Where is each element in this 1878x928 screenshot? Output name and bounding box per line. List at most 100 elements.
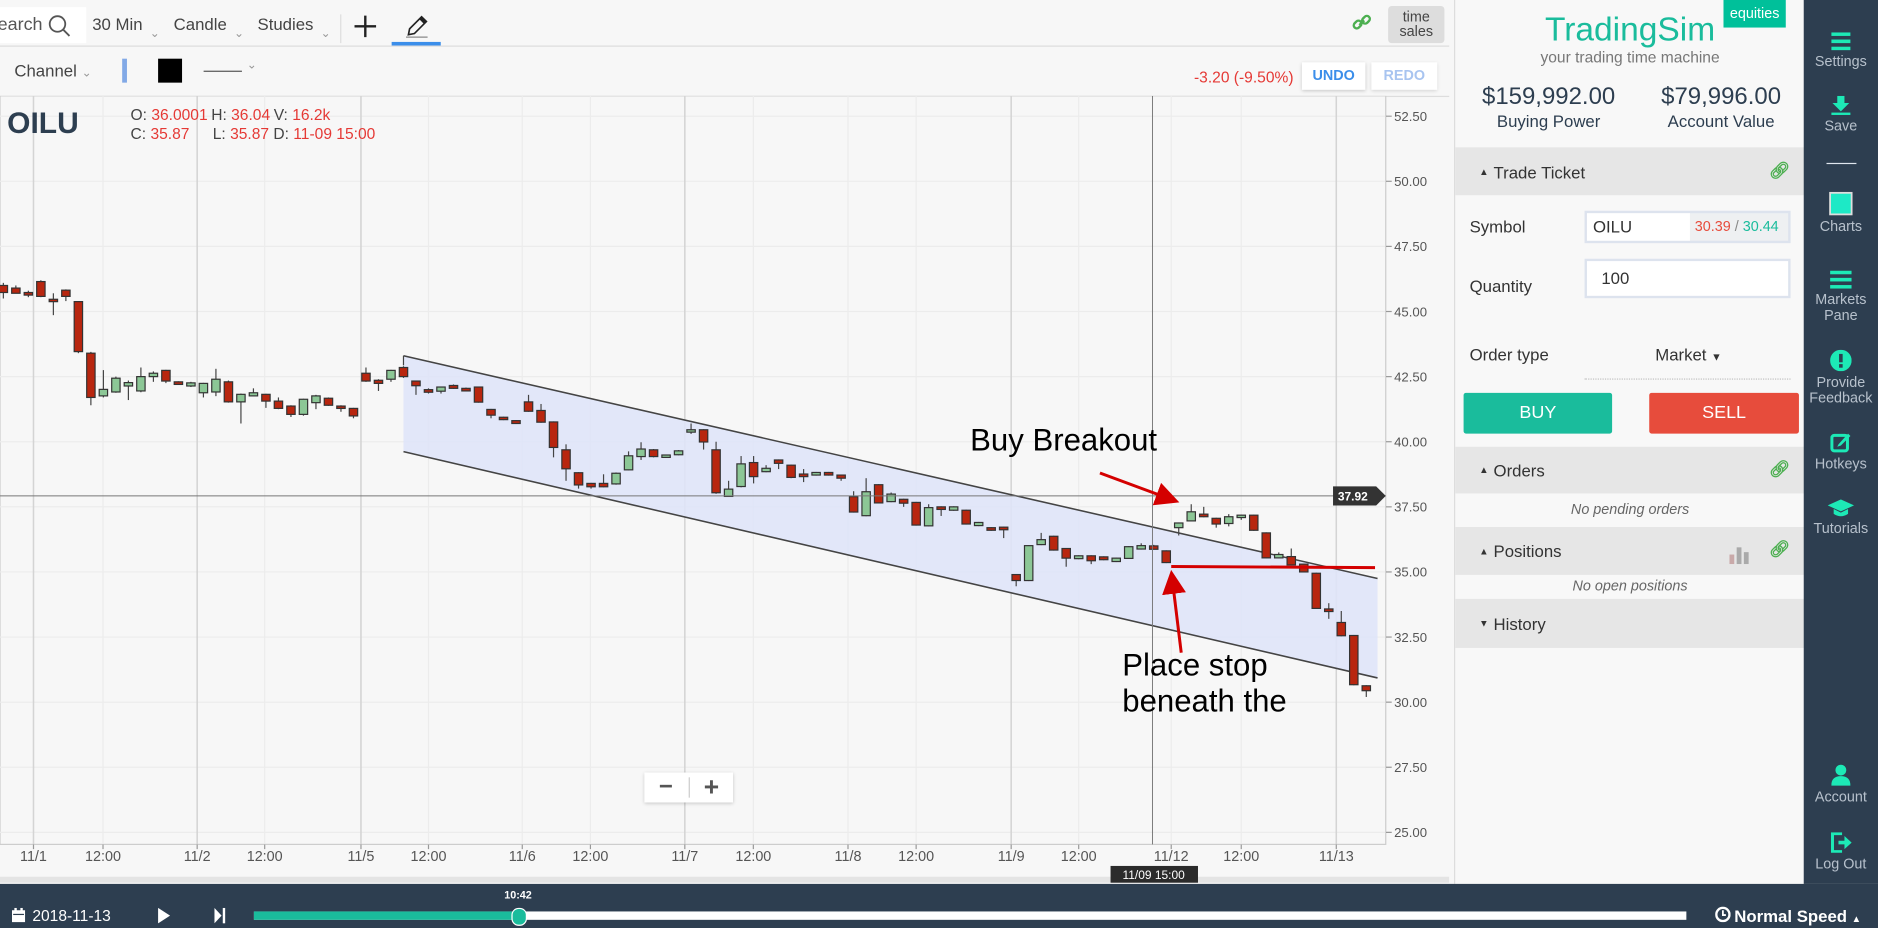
save-label: Save <box>1824 117 1858 135</box>
sell-button[interactable]: SELL <box>1649 392 1799 434</box>
x-tick-label: 11/9 <box>998 849 1025 865</box>
candle-body <box>773 459 784 464</box>
logout-icon <box>1830 832 1852 853</box>
undo-button[interactable]: UNDO <box>1301 62 1366 90</box>
price-chart[interactable]: 52.50 50.00 47.50 45.00 42.50 40.00 37.50 35.00… <box>0 95 1450 884</box>
candle <box>923 504 934 527</box>
buy-button[interactable]: BUY <box>1463 392 1613 434</box>
candle-body <box>73 301 84 353</box>
symbol-field[interactable]: OILU 30.39 / 30.44 <box>1584 210 1791 244</box>
line-style-dropdown[interactable]: ⌄ <box>203 59 259 83</box>
sidebar-item-markets-pane[interactable]: Markets Pane <box>1804 270 1878 324</box>
studies-dropdown[interactable]: Studies ⌄ <box>258 14 331 40</box>
positions-header[interactable]: ▲ Positions 🔗︎ <box>1455 526 1805 575</box>
link-icon[interactable]: 🔗︎ <box>1769 160 1791 180</box>
candle <box>323 397 334 406</box>
list-icon <box>1830 270 1852 289</box>
candle <box>173 381 184 386</box>
link-icon[interactable]: 🔗︎ <box>1769 458 1791 478</box>
orders-header[interactable]: ▲ Orders 🔗︎ <box>1455 446 1805 494</box>
y-tick-label: 35.00 <box>1394 565 1427 580</box>
candle-body <box>798 473 809 478</box>
time-sales-button[interactable]: time sales <box>1388 5 1445 44</box>
y-tick-label: 37.50 <box>1394 500 1427 515</box>
candle-body <box>211 378 221 393</box>
candle-body <box>761 467 771 473</box>
calendar-icon[interactable] <box>11 907 26 923</box>
settings-label: Settings <box>1814 52 1867 70</box>
trade-panel: equities TradingSim your trading time ma… <box>1454 0 1805 884</box>
play-icon[interactable] <box>157 907 171 924</box>
zoom-out-button[interactable]: − <box>658 773 673 801</box>
redo-button[interactable]: REDO <box>1371 62 1438 90</box>
candle <box>161 369 171 384</box>
candle-body <box>561 449 571 470</box>
pencil-draw-icon[interactable] <box>404 13 430 39</box>
speed-dropdown[interactable]: Normal Speed ▲ <box>1734 907 1861 926</box>
positions-title: Positions <box>1493 541 1562 561</box>
sidebar-item-logout[interactable]: Log Out <box>1804 832 1878 872</box>
candle <box>536 403 546 423</box>
candle <box>798 469 809 483</box>
candle <box>636 442 646 460</box>
link-icon[interactable] <box>1352 13 1372 32</box>
candle <box>648 449 659 458</box>
candle <box>211 368 221 397</box>
zoom-in-button[interactable]: + <box>703 771 720 802</box>
high-label: H: <box>211 105 227 124</box>
low-label: L: <box>212 124 226 143</box>
chart-type-dropdown[interactable]: Candle ⌄ <box>174 14 244 40</box>
candle-body <box>1161 550 1172 564</box>
history-header[interactable]: ▼ History <box>1455 598 1805 648</box>
candle-body <box>348 407 359 417</box>
ask-price: 30.44 <box>1742 217 1779 235</box>
markets-label-1: Markets <box>1815 291 1867 308</box>
chevron-down-icon: ⌄ <box>234 27 245 41</box>
order-type-dropdown[interactable]: Market ▼ <box>1655 345 1722 364</box>
candle <box>623 451 634 471</box>
candle <box>248 388 259 397</box>
interval-dropdown[interactable]: 30 Min ⌄ <box>92 14 160 40</box>
symbol-input[interactable]: OILU <box>1586 213 1690 241</box>
fill-color-swatch[interactable] <box>122 58 127 83</box>
candle-body <box>1023 545 1034 582</box>
trade-ticket-header[interactable]: ▲ Trade Ticket 🔗︎ <box>1455 147 1805 196</box>
candle <box>136 367 146 393</box>
sidebar-item-settings[interactable]: Settings <box>1804 32 1878 69</box>
stop-arrow <box>1162 569 1186 653</box>
positions-empty: No open positions <box>1572 577 1688 595</box>
playback-date[interactable]: 2018-11-13 <box>32 906 111 925</box>
candle-body <box>448 384 459 389</box>
bar-chart-icon[interactable] <box>1728 543 1752 565</box>
candle-body <box>98 388 109 397</box>
playback-slider[interactable] <box>253 907 1687 926</box>
logout-label: Log Out <box>1815 855 1867 872</box>
sidebar-item-feedback[interactable]: Provide Feedback <box>1804 349 1878 406</box>
sidebar-item-account[interactable]: Account <box>1804 764 1878 805</box>
candle <box>723 480 734 498</box>
crosshair-plus-icon[interactable] <box>353 14 377 38</box>
search-icon[interactable] <box>48 14 72 38</box>
link-icon[interactable]: 🔗︎ <box>1769 538 1791 559</box>
bid-price: 30.39 <box>1694 217 1731 235</box>
sidebar-item-save[interactable]: Save <box>1804 95 1878 135</box>
candle <box>61 289 71 302</box>
search-input[interactable]: Search <box>0 7 87 44</box>
candle-body <box>961 509 971 525</box>
candle <box>661 454 671 459</box>
playback-slider-handle[interactable] <box>511 907 528 926</box>
candle-body <box>1036 539 1046 546</box>
drawing-tool-dropdown[interactable]: Channel ⌄ <box>14 61 91 80</box>
channel-lower-line <box>403 450 1378 679</box>
step-forward-icon[interactable] <box>214 907 226 924</box>
sidebar-item-charts[interactable]: Charts <box>1804 191 1878 235</box>
sidebar-item-hotkeys[interactable]: Hotkeys <box>1804 431 1878 472</box>
candle-body <box>948 506 959 511</box>
candle <box>1336 611 1347 637</box>
line-color-swatch[interactable] <box>158 58 183 83</box>
quantity-input[interactable]: 100 <box>1584 258 1791 299</box>
zoom-controls: − + <box>644 771 733 803</box>
sidebar-item-tutorials[interactable]: Tutorials <box>1804 499 1878 536</box>
graduation-cap-icon <box>1827 499 1855 517</box>
equities-badge[interactable]: equities <box>1723 0 1786 28</box>
